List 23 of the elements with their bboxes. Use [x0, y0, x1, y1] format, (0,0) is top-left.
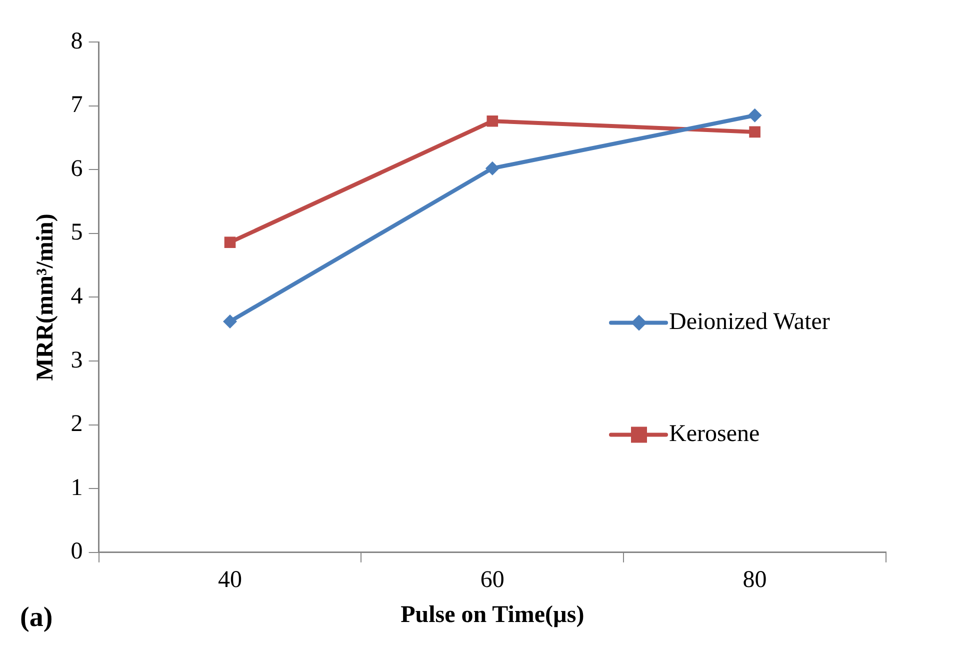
y-tick-label: 6: [70, 156, 83, 182]
y-tick-label: 7: [70, 92, 83, 118]
point: [485, 161, 500, 176]
y-tick-label: 8: [70, 28, 83, 54]
x-tick-label: 80: [742, 567, 767, 594]
y-tick-label: 4: [70, 283, 83, 310]
point: [224, 236, 236, 248]
x-tick-label: 40: [218, 567, 242, 594]
y-tick-label: 0: [70, 538, 83, 565]
y-axis-title: MRR(mm³/min): [32, 214, 59, 381]
x-tick-label: 60: [480, 567, 504, 594]
point: [223, 314, 237, 328]
point: [749, 126, 760, 138]
legend-label: Kerosene: [669, 421, 760, 448]
legend-label: Deionized Water: [669, 309, 830, 336]
text: (a): [20, 602, 53, 633]
y-tick-label: 3: [70, 347, 83, 374]
y-tick-label: 2: [70, 411, 83, 438]
y-tick-label: 1: [70, 474, 83, 501]
x-axis-title: Pulse on Time(µs): [400, 602, 584, 628]
point: [486, 115, 498, 127]
y-tick-label: 5: [70, 220, 83, 246]
point: [748, 108, 762, 122]
